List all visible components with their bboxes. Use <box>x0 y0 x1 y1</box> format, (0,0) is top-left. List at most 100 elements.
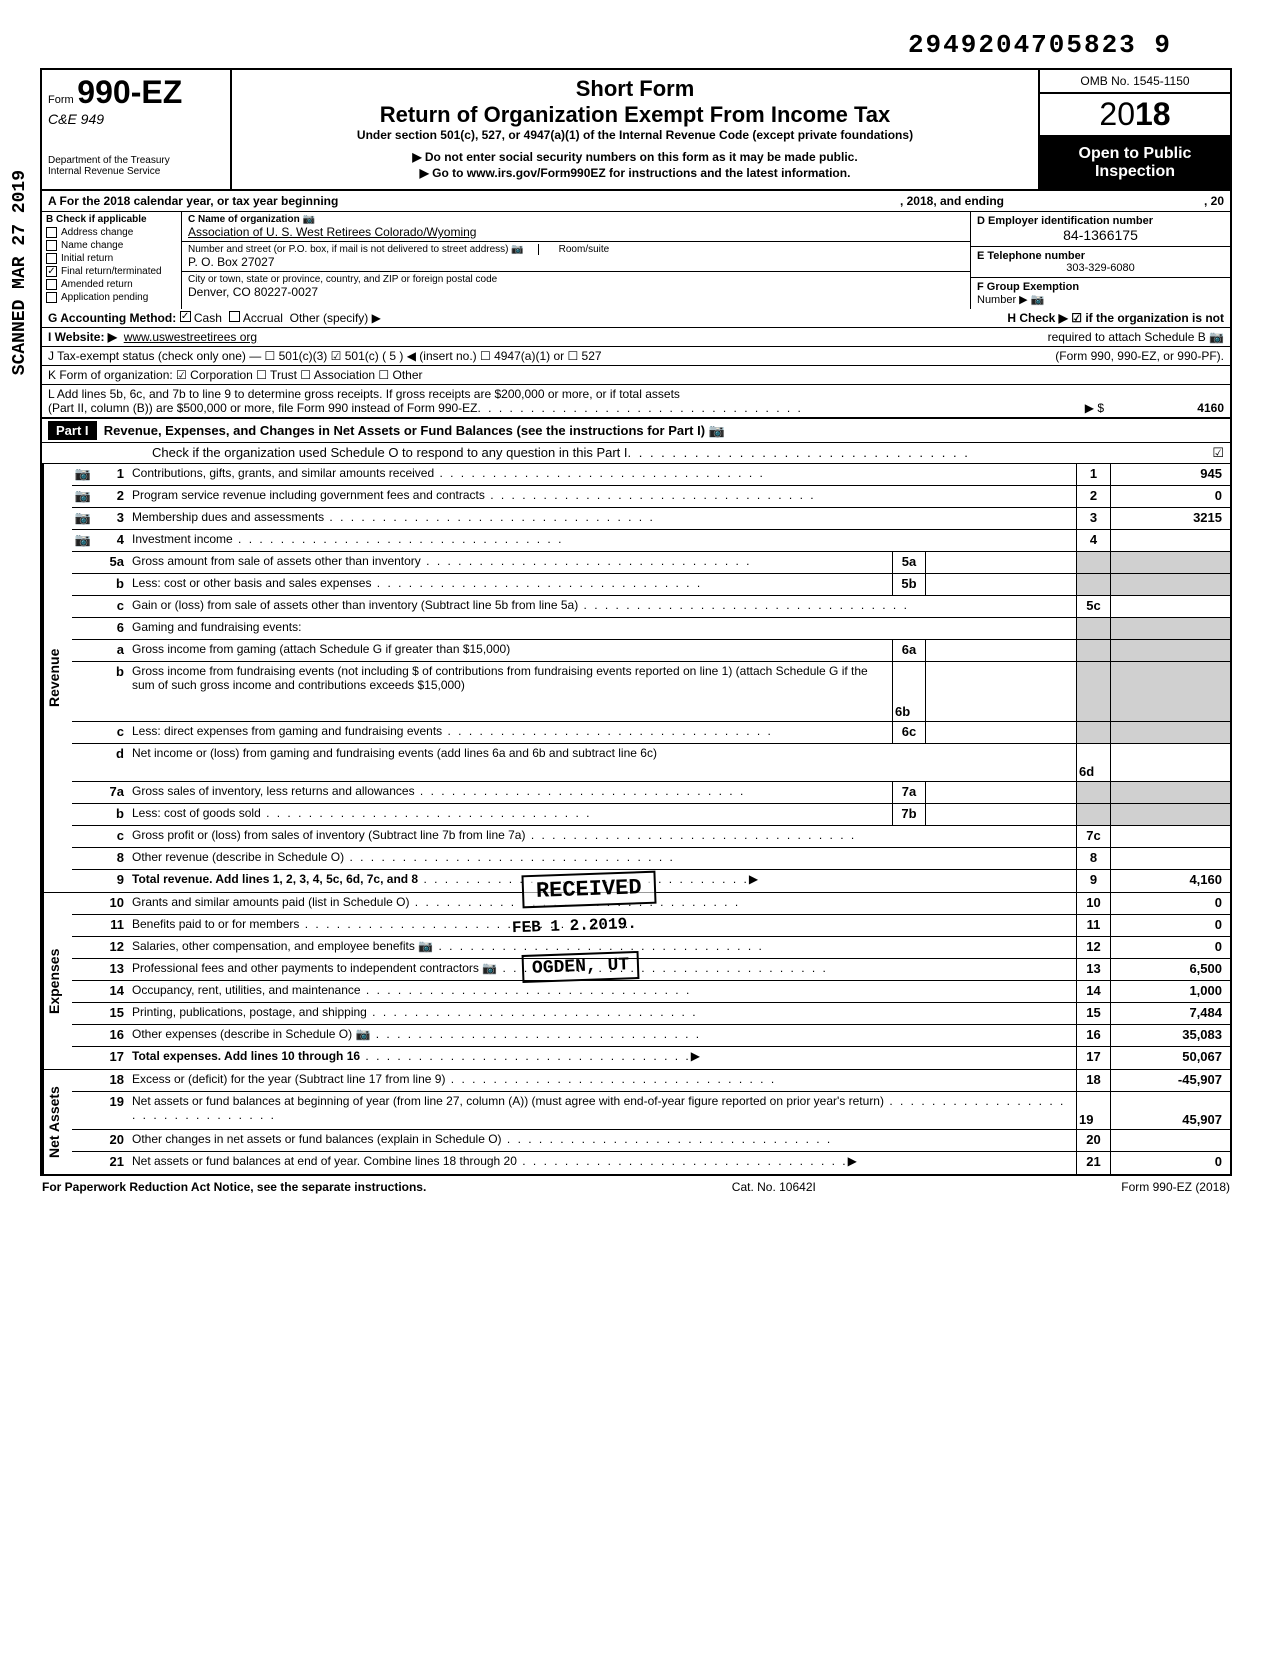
ln6a-text: Gross income from gaming (attach Schedul… <box>132 642 510 656</box>
ln3-val: 3215 <box>1110 508 1230 529</box>
open-to-public: Open to Public <box>1044 145 1226 163</box>
ln3-text: Membership dues and assessments <box>132 510 324 524</box>
ln6a-num: a <box>94 640 128 661</box>
g-label: G Accounting Method: <box>48 311 176 325</box>
cb-cash[interactable]: ✓ <box>180 311 191 322</box>
ln7c-box: 7c <box>1076 826 1110 847</box>
part1-checkbox[interactable]: ☑ <box>1212 445 1224 461</box>
c-label: C Name of organization <box>188 214 300 225</box>
ln16-num: 16 <box>94 1025 128 1046</box>
ln12-val: 0 <box>1110 937 1230 958</box>
h-label: H Check ▶ ☑ if the organization is not <box>1007 311 1224 325</box>
ln6b-num: b <box>94 662 128 721</box>
ln5a-text: Gross amount from sale of assets other t… <box>132 554 421 568</box>
expenses-section: Expenses 10Grants and similar amounts pa… <box>40 893 1232 1070</box>
org-city: Denver, CO 80227-0027 <box>188 285 964 299</box>
lbl-pending: Application pending <box>61 292 148 303</box>
form-number: 990-EZ <box>77 74 182 110</box>
ln6d-box: 6d <box>1076 744 1110 781</box>
ln4-box: 4 <box>1076 530 1110 551</box>
revenue-section: Revenue 📷1Contributions, gifts, grants, … <box>40 464 1232 893</box>
tax-year: 20201818 <box>1040 94 1230 137</box>
lbl-amended: Amended return <box>61 279 133 290</box>
ln6d-val <box>1110 744 1230 781</box>
ln14-text: Occupancy, rent, utilities, and maintena… <box>132 983 361 997</box>
ln5c-text: Gain or (loss) from sale of assets other… <box>132 598 578 612</box>
ln13-text: Professional fees and other payments to … <box>132 961 479 975</box>
ln16-box: 16 <box>1076 1025 1110 1046</box>
ln19-val: 45,907 <box>1110 1092 1230 1129</box>
cb-initial-return[interactable] <box>46 253 57 264</box>
cb-address-change[interactable] <box>46 227 57 238</box>
ln5c-box: 5c <box>1076 596 1110 617</box>
instruction-2: ▶ Go to www.irs.gov/Form990EZ for instru… <box>242 166 1028 180</box>
ln8-val <box>1110 848 1230 869</box>
ln1-val: 945 <box>1110 464 1230 485</box>
cb-amended[interactable] <box>46 279 57 290</box>
ln5b-num: b <box>94 574 128 595</box>
ln7a-text: Gross sales of inventory, less returns a… <box>132 784 415 798</box>
ln11-text: Benefits paid to or for members <box>132 917 299 931</box>
ln6a-box: 6a <box>892 640 926 661</box>
lbl-address-change: Address change <box>61 227 133 238</box>
ln21-val: 0 <box>1110 1152 1230 1174</box>
ln18-num: 18 <box>94 1070 128 1091</box>
ln21-box: 21 <box>1076 1152 1110 1174</box>
irs-label: Internal Revenue Service <box>48 166 224 177</box>
short-form-title: Short Form <box>242 76 1028 102</box>
h-line2: required to attach Schedule B <box>1048 330 1206 344</box>
cb-name-change[interactable] <box>46 240 57 251</box>
ln2-box: 2 <box>1076 486 1110 507</box>
row-a-label: A For the 2018 calendar year, or tax yea… <box>48 194 338 208</box>
lbl-other-method: Other (specify) ▶ <box>290 311 381 325</box>
ln5b-box: 5b <box>892 574 926 595</box>
row-a-tax-year: A For the 2018 calendar year, or tax yea… <box>40 189 1232 212</box>
dept-treasury: Department of the Treasury <box>48 155 224 166</box>
scanned-stamp: SCANNED MAR 27 2019 <box>10 170 30 375</box>
ln8-num: 8 <box>94 848 128 869</box>
identity-grid: B Check if applicable Address change Nam… <box>40 212 1232 309</box>
ln6-text: Gaming and fundraising events: <box>128 618 1076 639</box>
cb-pending[interactable] <box>46 292 57 303</box>
ln7a-num: 7a <box>94 782 128 803</box>
ln6b-text: Gross income from fundraising events (no… <box>128 662 892 721</box>
ln13-box: 13 <box>1076 959 1110 980</box>
f-label2: Number ▶ <box>977 294 1028 306</box>
instruction-1: ▶ Do not enter social security numbers o… <box>242 150 1028 164</box>
lbl-initial-return: Initial return <box>61 253 113 264</box>
row-j: J Tax-exempt status (check only one) — ☐… <box>40 347 1232 366</box>
part1-title: Revenue, Expenses, and Changes in Net As… <box>104 423 705 438</box>
city-label: City or town, state or province, country… <box>188 274 964 285</box>
ln6b-box: 6b <box>892 662 926 721</box>
ln17-val: 50,067 <box>1110 1047 1230 1069</box>
form-label: Form <box>48 94 74 106</box>
document-id-number: 2949204705823 9 <box>40 30 1232 60</box>
ln4-num: 4 <box>94 530 128 551</box>
ln7a-box: 7a <box>892 782 926 803</box>
ln9-num: 9 <box>94 870 128 892</box>
ln5a-val <box>926 552 1076 573</box>
row-k: K Form of organization: ☑ Corporation ☐ … <box>40 366 1232 385</box>
footer-mid: Cat. No. 10642I <box>732 1180 816 1194</box>
l-arrow: ▶ $ <box>1085 401 1104 415</box>
org-address: P. O. Box 27027 <box>188 255 964 269</box>
ln5c-val <box>1110 596 1230 617</box>
ln6c-num: c <box>94 722 128 743</box>
ln10-text: Grants and similar amounts paid (list in… <box>132 895 409 909</box>
netassets-side-label: Net Assets <box>42 1070 72 1174</box>
ln18-text: Excess or (deficit) for the year (Subtra… <box>132 1072 445 1086</box>
ln10-val: 0 <box>1110 893 1230 914</box>
ln15-box: 15 <box>1076 1003 1110 1024</box>
cb-final-return[interactable]: ✓ <box>46 266 57 277</box>
row-i: I Website: ▶ www.uswestreetirees org req… <box>40 328 1232 347</box>
part1-badge: Part I <box>48 421 97 440</box>
i-label: I Website: ▶ <box>48 330 117 344</box>
ln14-box: 14 <box>1076 981 1110 1002</box>
ln7b-box: 7b <box>892 804 926 825</box>
inspection-label: Inspection <box>1044 163 1226 181</box>
part1-check-line: Check if the organization used Schedule … <box>152 445 628 461</box>
ln15-num: 15 <box>94 1003 128 1024</box>
ln11-box: 11 <box>1076 915 1110 936</box>
ln16-text: Other expenses (describe in Schedule O) <box>132 1027 352 1041</box>
cb-accrual[interactable] <box>229 311 240 322</box>
